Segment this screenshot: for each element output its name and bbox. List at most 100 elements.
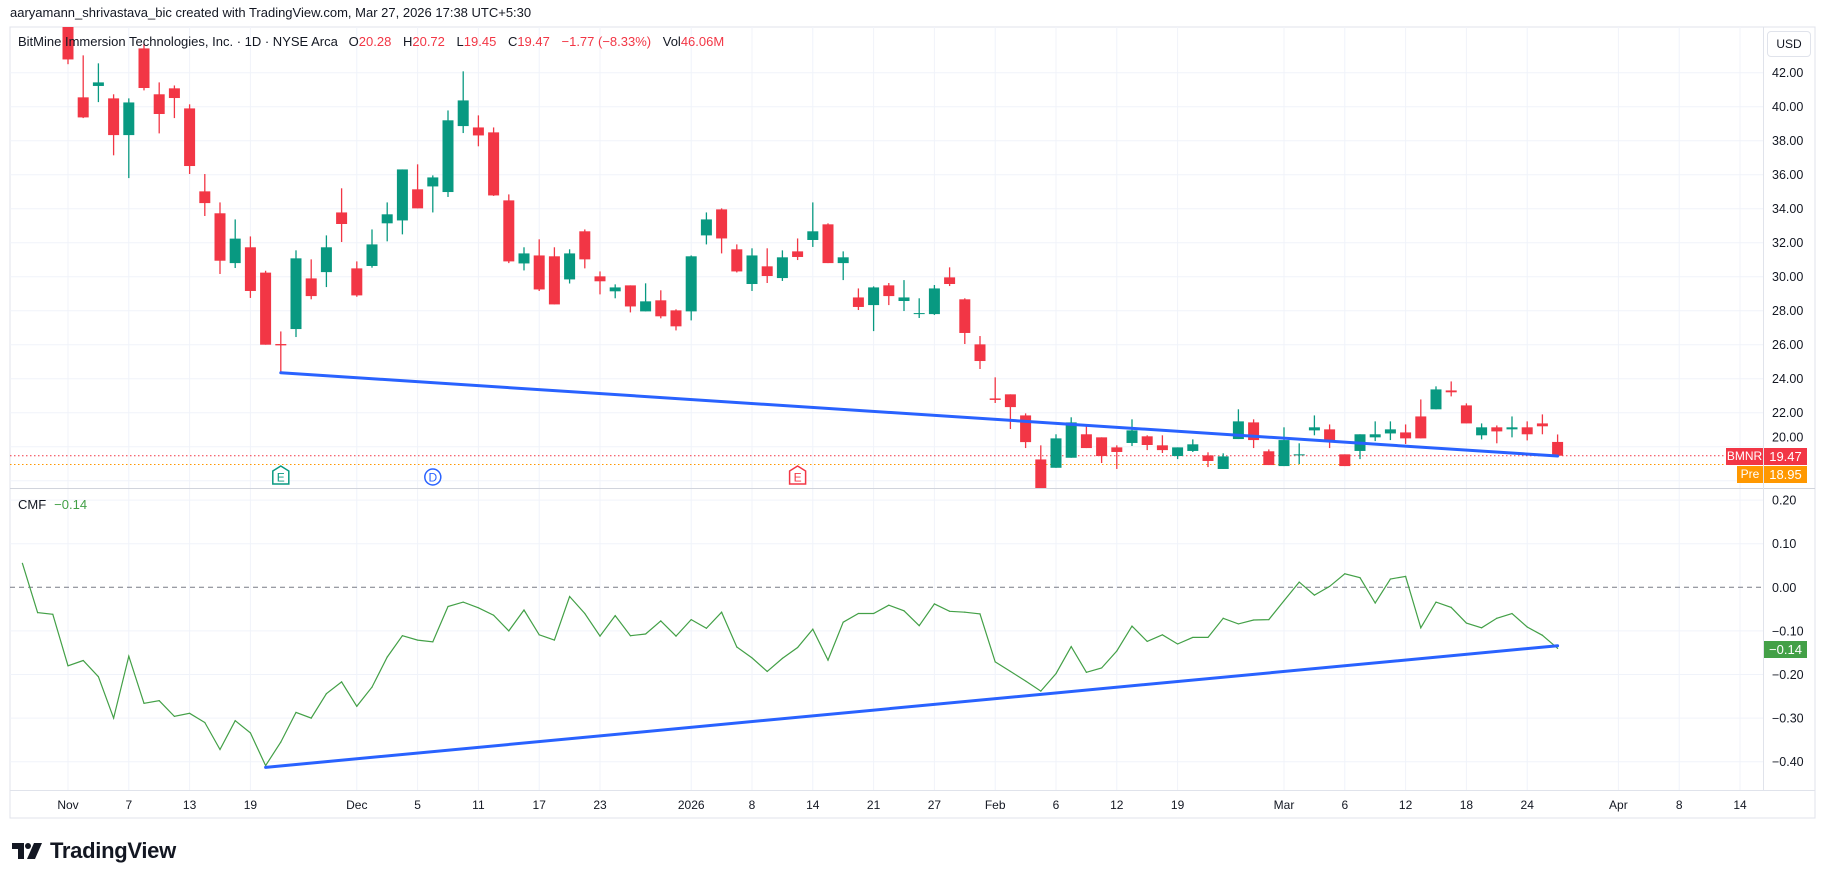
- candle-body: [1476, 427, 1488, 436]
- cmf-point: [979, 613, 981, 615]
- low-value: 19.45: [463, 34, 497, 49]
- candle: [1430, 386, 1442, 410]
- cmf-axis[interactable]: 0.20 0.10 0.00 −0.10 −0.20 −0.30 −0.40: [1772, 494, 1804, 770]
- tradingview-logo[interactable]: TradingView: [12, 838, 176, 864]
- price-trendline[interactable]: [279, 371, 1560, 458]
- candle-body: [1430, 389, 1442, 410]
- candle-body: [1384, 429, 1396, 434]
- dividend-icon: [424, 468, 442, 486]
- candle: [1339, 454, 1351, 467]
- cmf-point: [477, 607, 479, 609]
- earnings-marker[interactable]: E: [788, 465, 807, 485]
- candle: [776, 250, 788, 281]
- candle-body: [1020, 415, 1032, 443]
- candle-body: [412, 189, 424, 209]
- cmf-point: [1040, 690, 1042, 692]
- symbol-legend: BitMine Immersion Technologies, Inc. · 1…: [18, 34, 732, 49]
- cmf-legend[interactable]: CMF −0.14: [18, 497, 87, 512]
- cmf-point: [1222, 617, 1224, 619]
- currency-button[interactable]: USD: [1767, 31, 1811, 57]
- cmf-point: [660, 620, 662, 622]
- cmf-point: [1526, 626, 1528, 628]
- cmf-trendline[interactable]: [264, 644, 1560, 769]
- candle: [290, 250, 302, 338]
- candle: [1536, 414, 1548, 435]
- cmf-point: [1435, 601, 1437, 603]
- candle: [746, 248, 758, 291]
- cmf-point: [417, 639, 419, 641]
- price-axis-label: 42.00: [1772, 66, 1803, 80]
- candle-body: [1506, 427, 1518, 430]
- candle-body: [427, 177, 439, 187]
- candle: [670, 309, 682, 331]
- candle: [1156, 435, 1168, 453]
- candle: [1278, 427, 1290, 467]
- cmf-point: [766, 670, 768, 673]
- cmf-point: [1329, 585, 1331, 588]
- time-axis[interactable]: Nov 7 13 19 Dec 5 11 17 23 2026 8 14 21 27 Feb 6 12 19 Mar…: [57, 798, 1747, 812]
- last-price-symbol-tag: BMNR: [1726, 448, 1763, 465]
- candle-body: [822, 224, 834, 264]
- candle-body: [1552, 441, 1564, 456]
- candle-body: [488, 132, 500, 196]
- symbol-title[interactable]: BitMine Immersion Technologies, Inc. · 1…: [18, 34, 338, 49]
- candle: [92, 63, 104, 103]
- price-axis[interactable]: 42.00 40.00 38.00 36.00 34.00 32.00 30.00 28.00…: [1772, 66, 1803, 445]
- cmf-point: [1253, 619, 1255, 621]
- cmf-point: [1237, 623, 1239, 625]
- candle: [305, 259, 317, 300]
- cmf-point: [1374, 602, 1376, 604]
- candle-body: [868, 287, 880, 306]
- candle: [1506, 416, 1518, 438]
- candle-body: [229, 238, 241, 264]
- candle-body: [1293, 454, 1305, 456]
- cmf-point: [1009, 670, 1012, 673]
- candle-body: [1324, 429, 1336, 442]
- cmf-point: [219, 748, 221, 751]
- candle: [1384, 421, 1396, 441]
- candle: [868, 286, 880, 332]
- candle: [1141, 435, 1153, 451]
- candle: [624, 285, 636, 313]
- cmf-axis-label: −0.30: [1772, 712, 1804, 726]
- time-axis-label: 17: [533, 798, 547, 812]
- candle-body: [685, 256, 697, 312]
- cmf-point: [949, 610, 951, 612]
- cmf-point: [584, 612, 586, 615]
- high-label: H: [402, 34, 413, 49]
- candle-body: [199, 191, 211, 204]
- cmf-axis-label: −0.40: [1772, 755, 1804, 769]
- cmf-point: [751, 657, 753, 659]
- candle-body: [1217, 456, 1229, 469]
- candle: [1460, 403, 1472, 424]
- time-axis-label: Mar: [1274, 798, 1295, 812]
- candle: [518, 247, 530, 271]
- time-axis-label: Feb: [985, 798, 1006, 812]
- candle-body: [974, 344, 986, 362]
- dividend-marker[interactable]: D: [424, 468, 442, 486]
- candle-body: [655, 300, 667, 317]
- cmf-point: [1085, 671, 1087, 673]
- time-axis-label: 14: [1733, 798, 1747, 812]
- earnings-marker[interactable]: E: [272, 465, 290, 485]
- candle-body: [1172, 447, 1184, 457]
- price-trendline-line[interactable]: [279, 371, 1560, 458]
- candle-body: [1096, 437, 1108, 457]
- candle: [837, 251, 849, 281]
- cmf-point: [1465, 622, 1467, 624]
- price-axis-label: 32.00: [1772, 236, 1803, 250]
- tradingview-wordmark: TradingView: [50, 838, 176, 863]
- cmf-point: [508, 630, 510, 632]
- volume-label: Vol: [662, 34, 681, 49]
- candle-body: [472, 127, 484, 136]
- cmf-point: [690, 618, 692, 621]
- candle-body: [640, 301, 652, 312]
- time-axis-label: 6: [1053, 798, 1060, 812]
- candle-body: [138, 48, 150, 88]
- candle-body: [1035, 459, 1047, 488]
- candle: [442, 110, 454, 197]
- cmf-point: [97, 676, 99, 678]
- cmf-point: [918, 625, 920, 627]
